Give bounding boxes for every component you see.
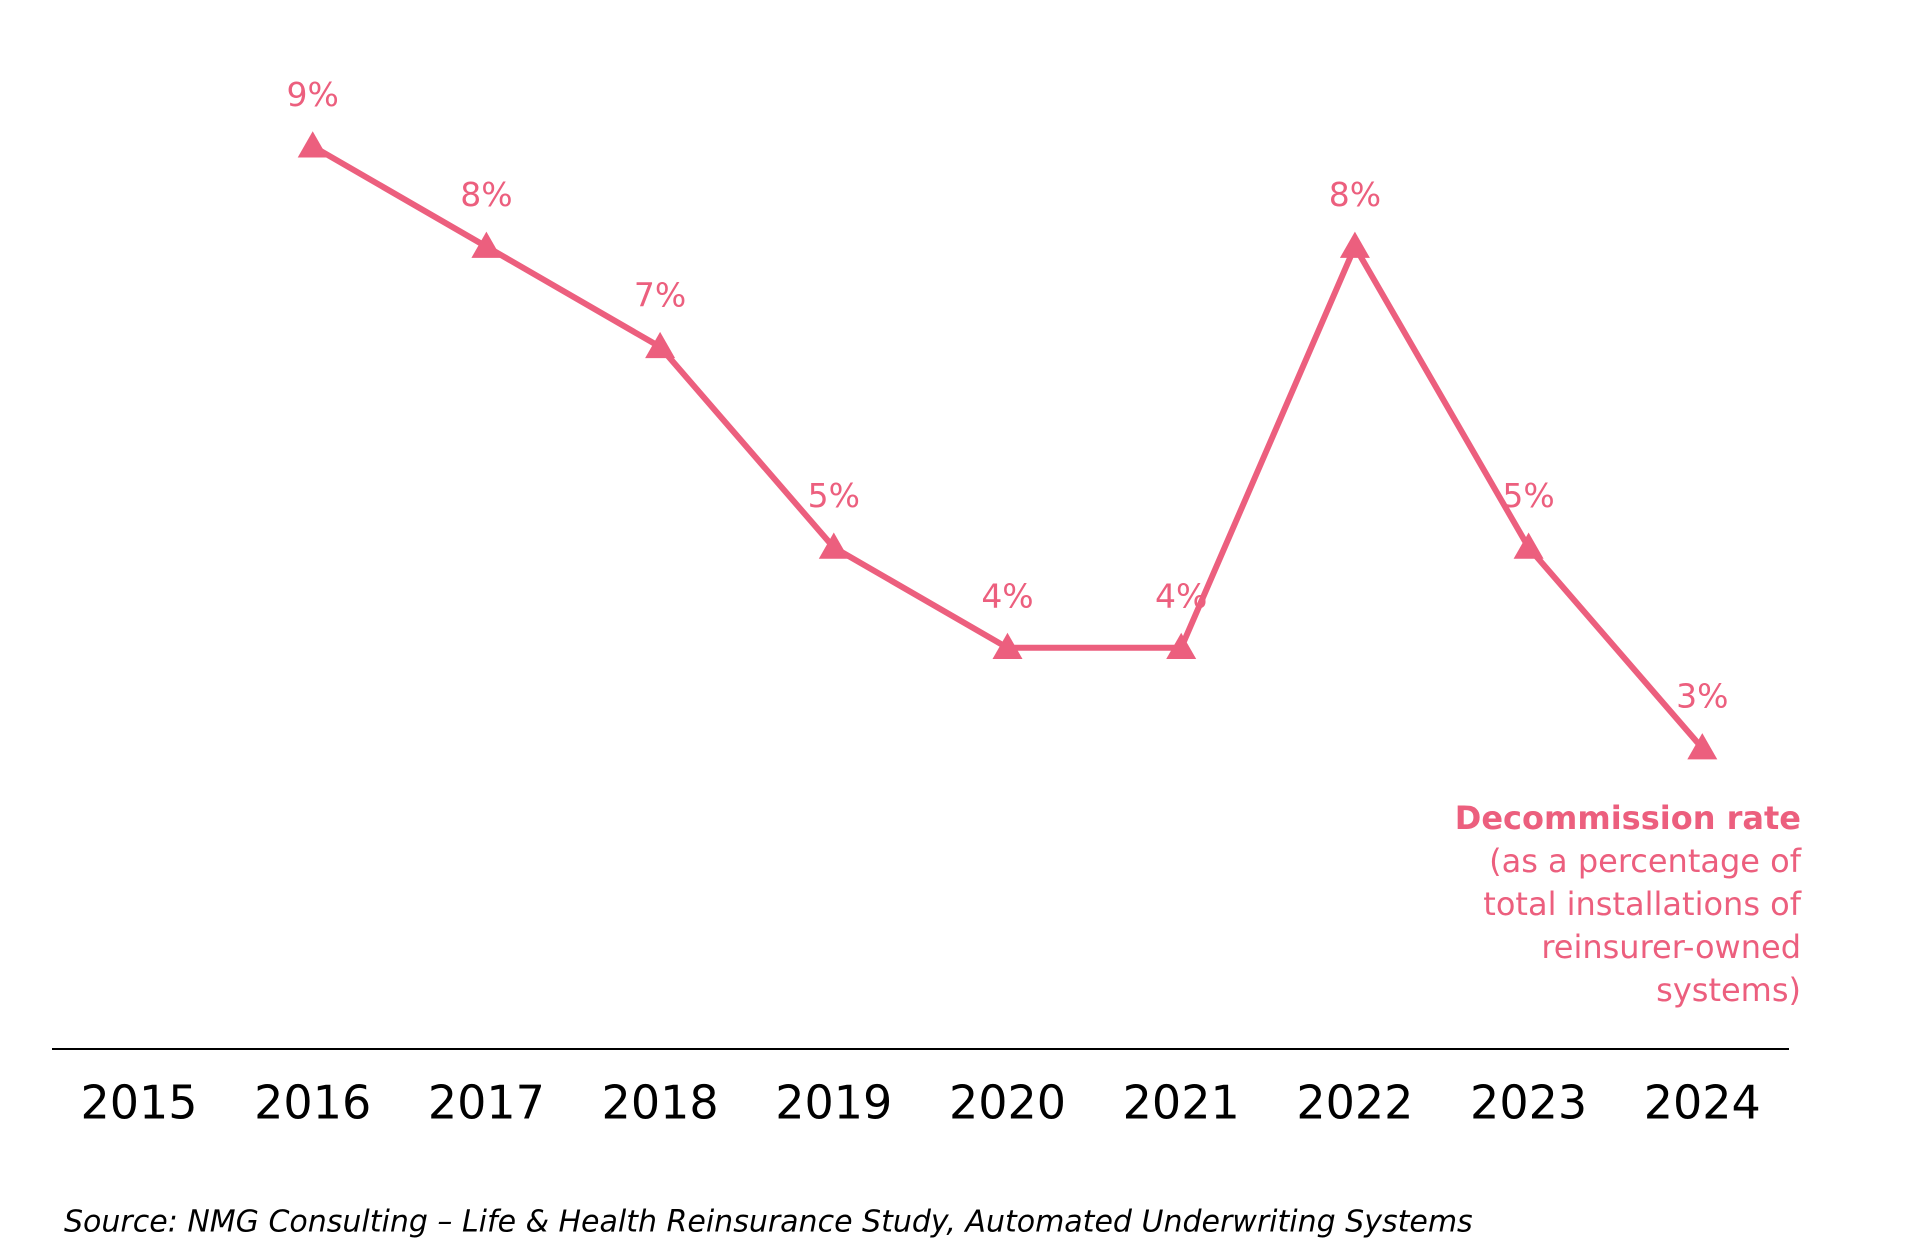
data-label: 7% xyxy=(634,275,686,314)
x-tick-label: 2015 xyxy=(80,1076,197,1130)
annotation-line: reinsurer-owned xyxy=(1541,928,1801,966)
data-label: 8% xyxy=(1329,175,1381,214)
point-marker xyxy=(1687,733,1718,760)
point-marker xyxy=(818,532,849,559)
annotation-title: Decommission rate xyxy=(1455,799,1801,837)
x-tick-label: 2016 xyxy=(254,1076,371,1130)
point-marker xyxy=(992,632,1023,660)
point-marker xyxy=(1339,231,1370,258)
x-tick-label: 2023 xyxy=(1470,1076,1587,1130)
data-label: 9% xyxy=(287,75,339,114)
point-marker xyxy=(471,231,502,258)
annotation-line: (as a percentage of xyxy=(1489,842,1802,880)
data-label: 4% xyxy=(1155,576,1207,615)
data-label: 3% xyxy=(1676,677,1728,716)
x-tick-label: 2017 xyxy=(428,1076,545,1130)
source-note: Source: NMG Consulting – Life & Health R… xyxy=(64,1205,1473,1240)
x-tick-label: 2022 xyxy=(1296,1076,1413,1130)
x-tick-label: 2019 xyxy=(775,1076,892,1130)
data-label: 5% xyxy=(1502,476,1554,515)
point-marker xyxy=(645,331,676,359)
annotation-line: systems) xyxy=(1656,971,1801,1009)
annotation-line: total installations of xyxy=(1483,885,1801,923)
data-label: 4% xyxy=(981,576,1033,615)
point-marker xyxy=(1166,632,1197,660)
point-marker xyxy=(1513,532,1544,559)
x-tick-label: 2024 xyxy=(1644,1076,1761,1130)
x-tick-label: 2020 xyxy=(949,1076,1066,1130)
x-tick-label: 2018 xyxy=(602,1076,719,1130)
data-label: 8% xyxy=(460,175,512,214)
data-label: 5% xyxy=(808,476,860,515)
x-tick-label: 2021 xyxy=(1123,1076,1240,1130)
point-marker xyxy=(297,131,328,158)
